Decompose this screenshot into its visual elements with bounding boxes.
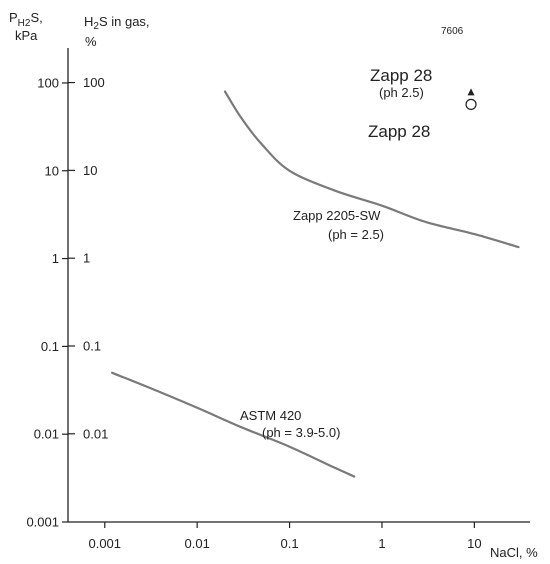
series-label-zapp-2205: Zapp 2205-SW [293, 208, 381, 223]
marker-note-triangle: (ph 2.5) [379, 85, 424, 100]
markers [465, 88, 477, 110]
y-tick-label-kpa: 0.01 [34, 427, 59, 442]
y-tick-label-percent: 0.1 [83, 338, 101, 353]
axes: 0.001 0.01 0.1 1 10 0.001 0.01 0.1 1 10 100 0.01 0.1… [26, 48, 530, 551]
x-tick-label: 0.01 [185, 536, 210, 551]
x-tick-label: 10 [467, 536, 481, 551]
y-tick-label-percent: 0.01 [83, 426, 108, 441]
curves [111, 90, 520, 478]
y-axis-label-percent-unit: % [85, 34, 97, 49]
labels: 7606 PH2S, kPa H2S in gas, % NaCl, % Zap… [9, 10, 538, 560]
marker-triangle [467, 88, 475, 96]
y-axis-label-percent: H2S in gas, [84, 14, 150, 32]
y-tick-label-percent: 100 [83, 75, 105, 90]
y-tick-label-kpa: 1 [52, 251, 59, 266]
marker-label-circle: Zapp 28 [368, 122, 430, 141]
y-tick-label-kpa: 0.001 [26, 515, 59, 530]
series-curve [223, 90, 520, 249]
y-axis-label-kpa: PH2S, [9, 10, 43, 29]
figure-id: 7606 [441, 26, 464, 37]
y-tick-label-percent: 1 [83, 251, 90, 266]
x-tick-label: 1 [378, 536, 385, 551]
series-curve [111, 371, 356, 478]
x-axis-label: NaCl, % [490, 545, 538, 560]
y-tick-label-kpa: 0.1 [41, 339, 59, 354]
series-note-zapp-2205: (ph = 2.5) [328, 227, 384, 242]
marker-circle [465, 98, 477, 110]
marker-label-triangle: Zapp 28 [370, 66, 432, 85]
y-tick-label-kpa: 10 [45, 163, 59, 178]
y-tick-label-kpa: 100 [37, 75, 59, 90]
series-label-astm-420: ASTM 420 [240, 408, 301, 423]
series-note-astm-420: (ph = 3.9-5.0) [262, 425, 340, 440]
x-tick-label: 0.001 [88, 536, 121, 551]
x-tick-label: 0.1 [281, 536, 299, 551]
y-axis-label-kpa-unit: kPa [15, 28, 38, 43]
y-tick-label-percent: 10 [83, 163, 97, 178]
